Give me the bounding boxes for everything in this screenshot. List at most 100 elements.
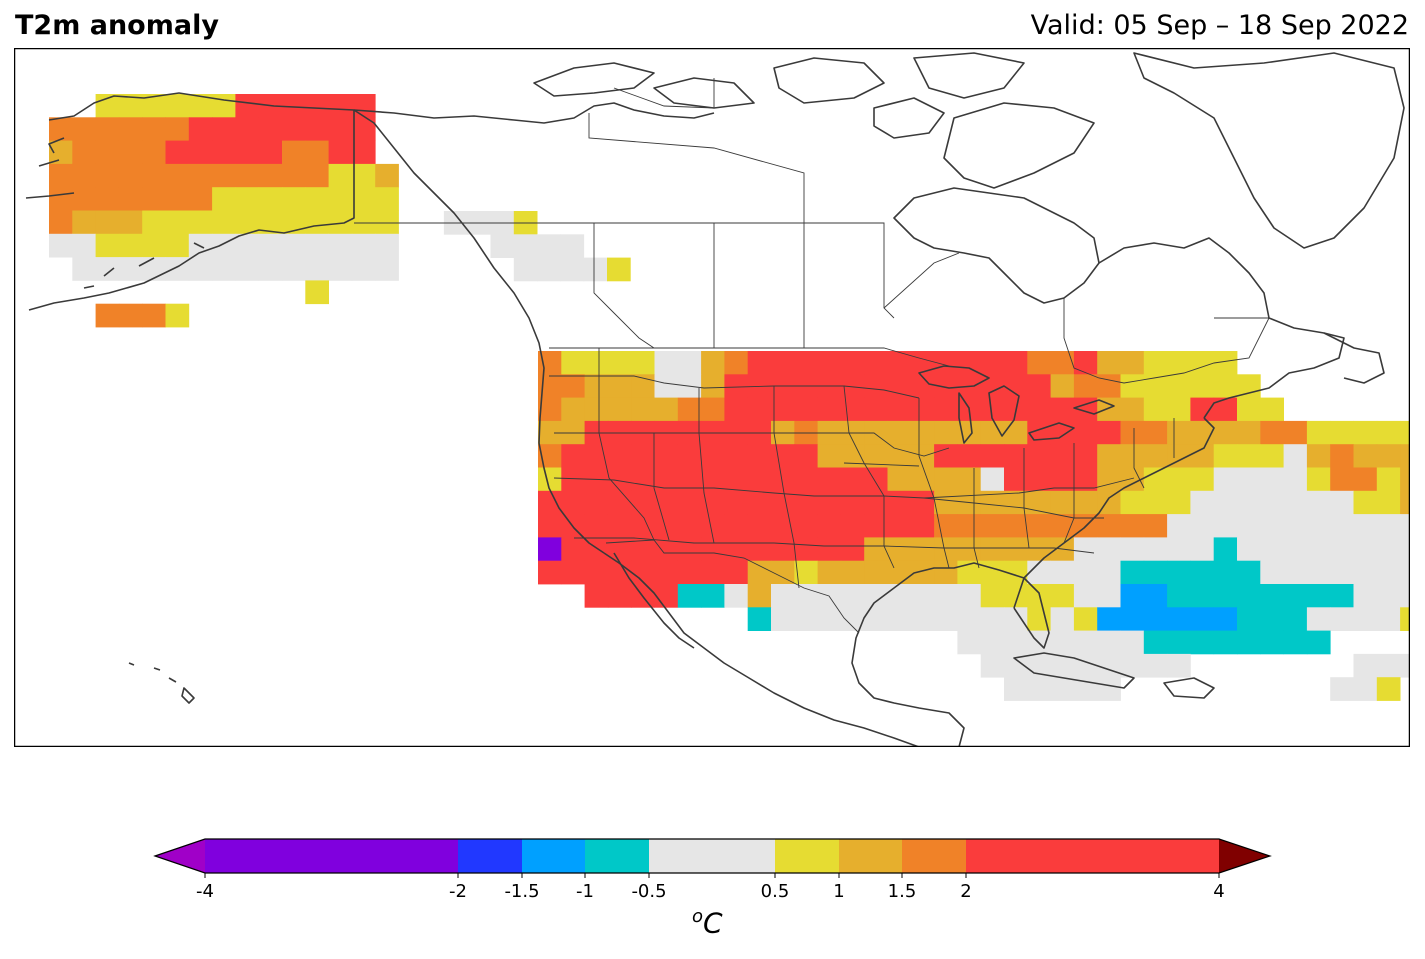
anomaly-cell <box>1097 490 1121 515</box>
anomaly-cell <box>1050 630 1075 655</box>
anomaly-cell <box>840 537 865 562</box>
anomaly-cell <box>840 560 865 585</box>
anomaly-cell <box>1073 374 1098 398</box>
anomaly-cell <box>1260 397 1284 422</box>
anomaly-cell <box>887 444 912 468</box>
anomaly-cell <box>910 490 935 515</box>
anomaly-cell <box>1190 397 1215 422</box>
anomaly-cell <box>1330 490 1354 515</box>
anomaly-cell <box>1004 537 1028 562</box>
anomaly-cell <box>258 210 283 235</box>
anomaly-cell <box>1213 467 1238 492</box>
anomaly-cell <box>607 514 632 538</box>
anomaly-cell <box>1237 537 1261 562</box>
anomaly-cell <box>538 490 562 515</box>
anomaly-cell <box>1283 630 1308 655</box>
anomaly-cell <box>817 514 842 538</box>
anomaly-cell <box>910 397 935 422</box>
anomaly-cell <box>282 233 306 258</box>
anomaly-cell <box>235 163 260 188</box>
anomaly-cell <box>538 420 562 445</box>
anomaly-cell <box>513 257 538 282</box>
anomaly-cell <box>677 351 702 375</box>
anomaly-cell <box>1004 374 1028 398</box>
anomaly-cell <box>1050 653 1075 678</box>
anomaly-cell <box>771 607 795 631</box>
anomaly-cell <box>212 94 236 118</box>
anomaly-cell <box>677 584 702 608</box>
anomaly-cell <box>1376 490 1401 515</box>
anomaly-cell <box>584 351 609 375</box>
anomaly-cell <box>165 94 190 118</box>
anomaly-cell <box>957 560 982 585</box>
anomaly-cell <box>631 397 655 422</box>
anomaly-cell <box>1050 584 1075 608</box>
anomaly-cell <box>747 607 772 631</box>
anomaly-cell <box>1120 490 1145 515</box>
anomaly-cell <box>864 467 888 492</box>
anomaly-cell <box>934 420 958 445</box>
anomaly-cell <box>607 584 632 608</box>
anomaly-cell <box>1190 351 1215 375</box>
anomaly-cell <box>1400 467 1410 492</box>
anomaly-cell <box>747 444 772 468</box>
anomaly-cell <box>1120 537 1145 562</box>
anomaly-cell <box>1120 607 1145 631</box>
anomaly-cell <box>560 234 585 258</box>
anomaly-cell <box>887 514 912 538</box>
anomaly-cell <box>1050 444 1075 468</box>
anomaly-cell <box>118 257 143 281</box>
unit-letter: C <box>703 906 723 940</box>
anomaly-cell <box>1260 420 1284 445</box>
anomaly-cell <box>1237 560 1261 585</box>
anomaly-cell <box>258 140 283 165</box>
anomaly-cell <box>1353 607 1378 631</box>
anomaly-cell <box>1004 677 1028 701</box>
anomaly-cell <box>212 257 236 281</box>
anomaly-cell <box>165 117 190 141</box>
anomaly-cell <box>1353 420 1378 445</box>
anomaly-cell <box>1400 653 1410 678</box>
anomaly-cell <box>142 187 166 211</box>
anomaly-cell <box>1237 467 1261 492</box>
anomaly-cell <box>188 257 213 281</box>
anomaly-cell <box>1097 374 1121 398</box>
anomaly-cell <box>794 584 818 608</box>
anomaly-cell <box>1190 584 1215 608</box>
anomaly-cell <box>561 490 585 515</box>
anomaly-cell <box>328 210 353 235</box>
anomaly-cell <box>1376 584 1401 608</box>
anomaly-cell <box>631 560 655 585</box>
anomaly-cell <box>771 537 795 562</box>
anomaly-cell <box>934 537 958 562</box>
anomaly-cell <box>957 444 982 468</box>
anomaly-cell <box>1143 420 1168 445</box>
anomaly-cell <box>794 490 818 515</box>
anomaly-cell <box>607 537 632 562</box>
anomaly-cell <box>72 233 96 258</box>
anomaly-cell <box>258 163 283 188</box>
anomaly-cell <box>887 560 912 585</box>
anomaly-cell <box>887 584 912 608</box>
anomaly-cell <box>1050 677 1075 701</box>
anomaly-cell <box>840 351 865 375</box>
anomaly-cell <box>980 397 1005 422</box>
anomaly-cell <box>188 187 213 211</box>
anomaly-cell <box>49 187 73 211</box>
anomaly-cell <box>817 584 842 608</box>
anomaly-cell <box>1167 653 1191 678</box>
colorbar-tick-label: 4 <box>1213 881 1224 902</box>
anomaly-cell <box>794 444 818 468</box>
anomaly-cell <box>538 374 562 398</box>
anomaly-cell <box>957 351 982 375</box>
anomaly-cell <box>1027 490 1051 515</box>
anomaly-cell <box>654 374 679 398</box>
anomaly-cell <box>631 490 655 515</box>
anomaly-cell <box>1004 444 1028 468</box>
anomaly-cell <box>235 257 260 281</box>
anomaly-cell <box>910 351 935 375</box>
anomaly-cell <box>1237 490 1261 515</box>
anomaly-cell <box>1050 351 1075 375</box>
anomaly-cell <box>771 351 795 375</box>
anomaly-cell <box>1353 560 1378 585</box>
